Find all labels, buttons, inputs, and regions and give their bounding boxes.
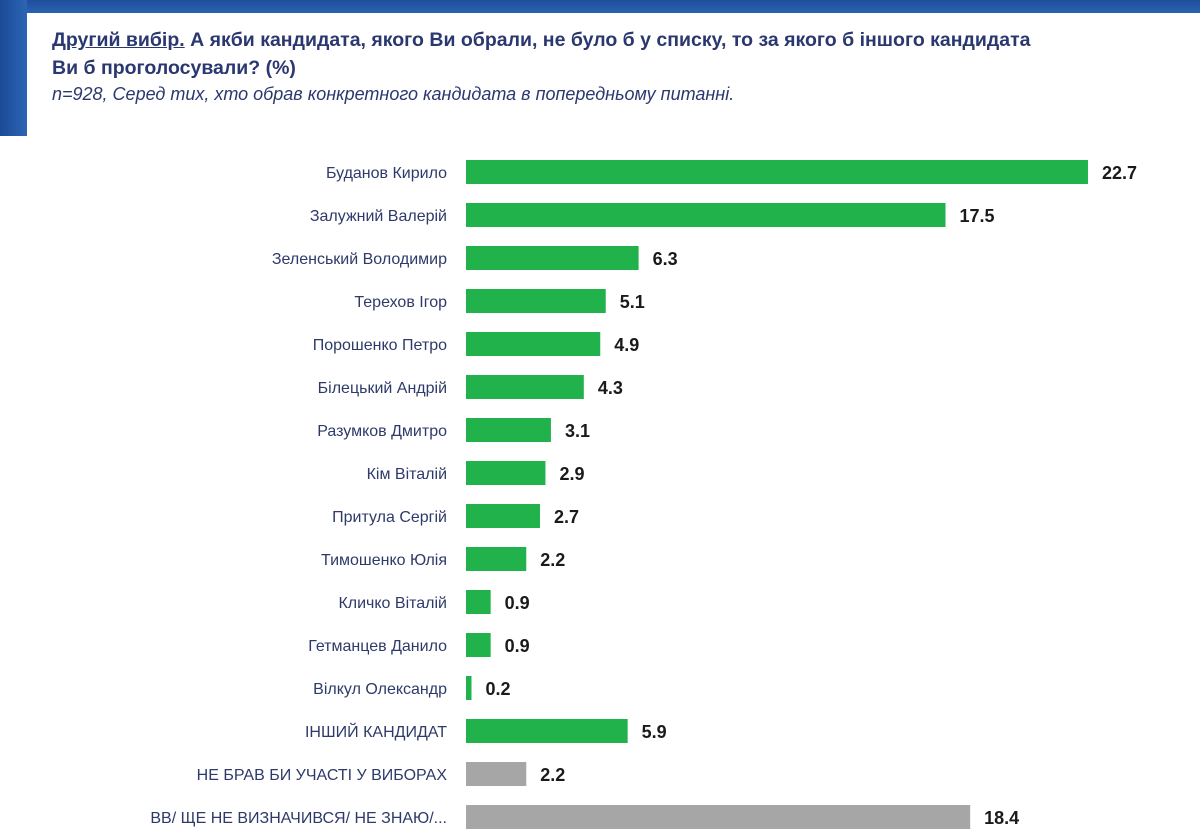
chart-subtitle: n=928, Серед тих, хто обрав конкретного … <box>52 84 735 104</box>
value-label: 2.9 <box>559 464 584 484</box>
category-label: Тимошенко Юлія <box>321 552 447 569</box>
value-label: 22.7 <box>1102 163 1137 183</box>
category-label: НЕ БРАВ БИ УЧАСТІ У ВИБОРАХ <box>197 767 448 784</box>
bar <box>466 547 527 571</box>
category-label: Терехов Ігор <box>354 294 447 311</box>
value-label: 0.9 <box>505 593 530 613</box>
title-lead: Другий вибір. <box>52 29 185 51</box>
bar <box>466 418 551 442</box>
bar <box>466 762 527 786</box>
category-label: ВВ/ ЩЕ НЕ ВИЗНАЧИВСЯ/ НЕ ЗНАЮ/... <box>150 810 447 827</box>
category-label: Зеленський Володимир <box>272 251 447 268</box>
value-label: 5.9 <box>642 722 667 742</box>
value-label: 6.3 <box>653 249 678 269</box>
category-label: Кличко Віталій <box>338 595 447 612</box>
value-label: 17.5 <box>960 206 995 226</box>
value-label: 0.2 <box>485 679 510 699</box>
side-band <box>0 0 27 136</box>
bar <box>466 633 491 657</box>
category-label: Кім Віталій <box>367 466 447 483</box>
chart-title: Другий вибір. А якби кандидата, якого Ви… <box>52 26 1052 82</box>
value-label: 5.1 <box>620 292 645 312</box>
value-label: 2.7 <box>554 507 579 527</box>
value-label: 3.1 <box>565 421 590 441</box>
bar <box>466 676 472 700</box>
bar <box>466 289 606 313</box>
category-label: Залужний Валерій <box>310 208 447 225</box>
category-label: Гетманцев Данило <box>308 638 447 655</box>
bar <box>466 203 946 227</box>
bar <box>466 805 971 829</box>
bar <box>466 246 639 270</box>
category-label: ІНШИЙ КАНДИДАТ <box>305 722 447 741</box>
title-rest: А якби кандидата, якого Ви обрали, не бу… <box>52 29 1031 79</box>
bar <box>466 590 491 614</box>
bar <box>466 504 540 528</box>
category-label: Притула Сергій <box>332 509 447 526</box>
value-label: 2.2 <box>540 550 565 570</box>
bar <box>466 719 628 743</box>
value-label: 0.9 <box>505 636 530 656</box>
bar <box>466 375 584 399</box>
category-label: Білецький Андрій <box>318 380 447 397</box>
category-label: Порошенко Петро <box>313 337 447 354</box>
bar <box>466 461 546 485</box>
value-label: 4.9 <box>614 335 639 355</box>
category-label: Разумков Дмитро <box>317 423 447 440</box>
bar <box>466 160 1088 184</box>
value-label: 18.4 <box>984 808 1019 828</box>
value-label: 2.2 <box>540 765 565 785</box>
category-label: Буданов Кирило <box>326 165 447 182</box>
category-label: Вілкул Олександр <box>313 681 447 698</box>
header-band <box>0 0 1200 13</box>
value-label: 4.3 <box>598 378 623 398</box>
bar <box>466 332 601 356</box>
